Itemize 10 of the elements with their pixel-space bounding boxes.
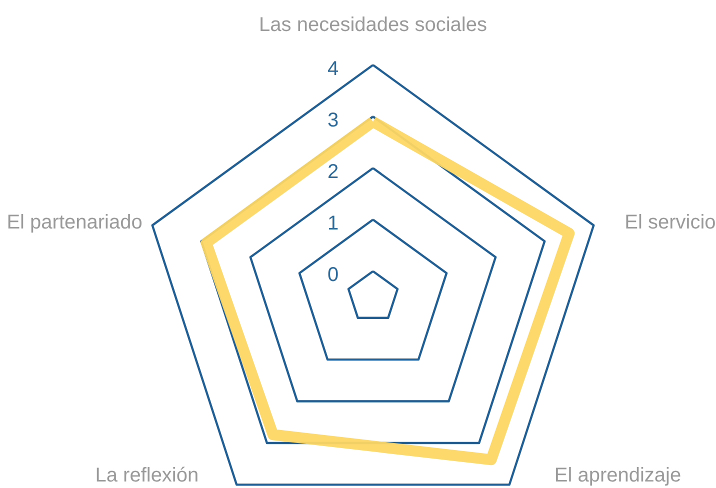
spoke-label: Las necesidades sociales: [259, 14, 487, 36]
spoke-label: El aprendizaje: [554, 464, 682, 487]
spoke-label: La reflexión: [95, 464, 199, 487]
spoke-label: El servicio: [624, 211, 716, 234]
y-tick-label: 1: [327, 212, 339, 235]
y-tick-label: 2: [327, 161, 339, 184]
spoke-label: El partenariado: [6, 211, 142, 234]
y-tick-label: 4: [327, 58, 339, 80]
y-tick-label: 3: [327, 110, 339, 132]
y-tick-label: 0: [327, 264, 339, 286]
